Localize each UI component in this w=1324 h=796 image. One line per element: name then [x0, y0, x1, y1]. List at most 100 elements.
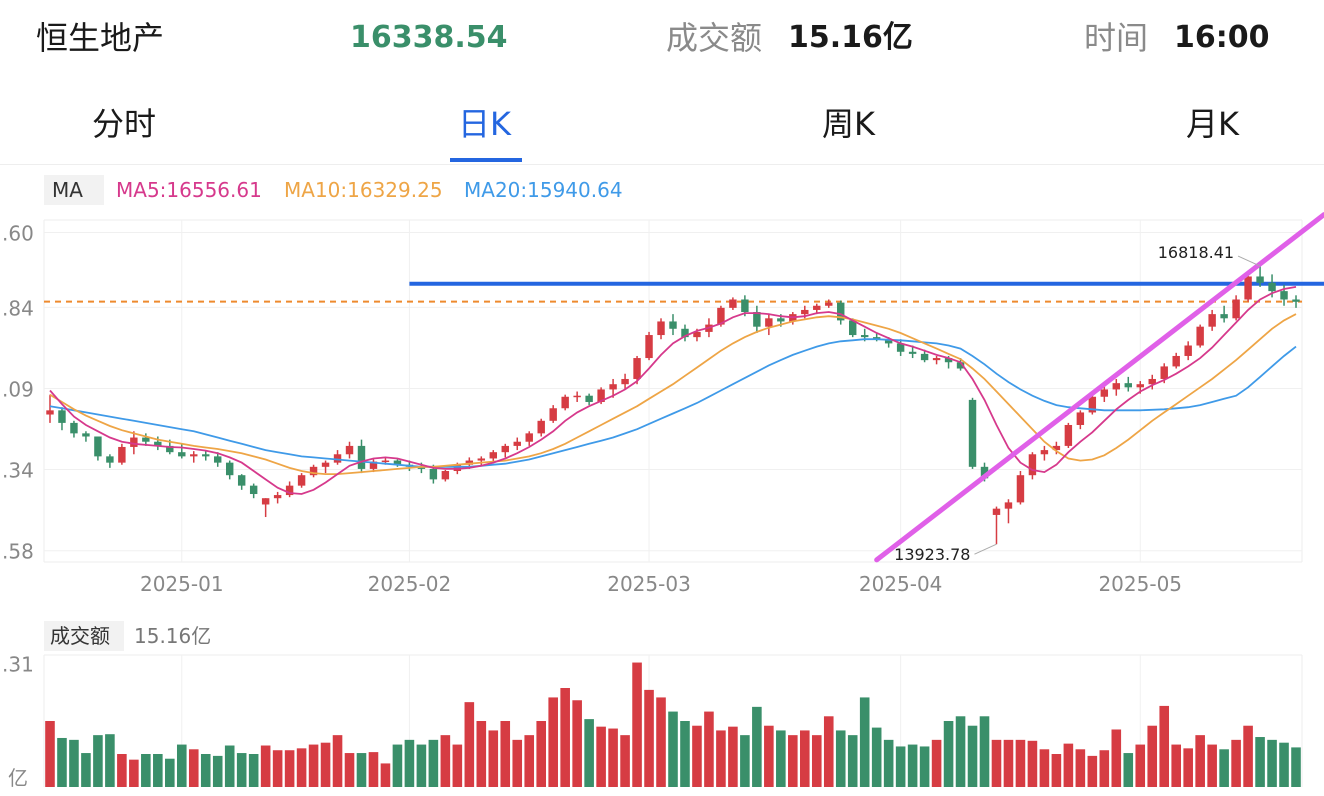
candle-body: [130, 437, 138, 447]
volume-bar: [608, 728, 618, 787]
kline-chart[interactable]: MA MA5:16556.61 MA10:16329.25 MA20:15940…: [0, 165, 1324, 796]
candle-body: [609, 384, 617, 390]
volume-bar: [356, 753, 367, 787]
candle-body: [561, 396, 569, 409]
candle-body: [297, 475, 306, 486]
y-tick-label: .09: [2, 377, 34, 401]
candle-body: [453, 464, 462, 472]
volume-bar: [1147, 725, 1158, 787]
level-lines: [44, 281, 1324, 303]
volume-bar: [644, 689, 654, 787]
volume-bar: [704, 711, 714, 787]
x-tick-label: 2025-05: [1098, 572, 1182, 596]
volume-bar: [584, 719, 594, 787]
candle-body: [285, 485, 294, 496]
volume-bar: [799, 730, 810, 787]
candle-body: [46, 410, 54, 415]
candle-body: [465, 460, 474, 465]
support-trendline: [874, 212, 1324, 563]
low-pointer: [974, 543, 997, 555]
candle-body: [142, 437, 150, 442]
tab-intraday[interactable]: 分时: [92, 105, 157, 143]
volume-bar: [620, 735, 630, 787]
volume-bar: [788, 735, 798, 787]
volume-bar: [57, 737, 67, 787]
volume-bar: [752, 706, 762, 787]
candle-body: [1088, 396, 1097, 413]
tab-daily-k[interactable]: 日K: [458, 105, 511, 143]
x-tick-label: 2025-03: [607, 572, 691, 596]
candle-body: [681, 328, 689, 338]
volume-bar: [632, 662, 642, 787]
volume-bar: [1255, 737, 1265, 787]
time-label: 时间: [1084, 19, 1149, 57]
ma-legend-box: [44, 175, 104, 205]
ma10-line: [49, 313, 1297, 476]
volume-bar: [1171, 744, 1181, 787]
candle-body: [501, 445, 509, 453]
volume-bar: [716, 730, 726, 787]
candle-body: [1184, 345, 1192, 356]
candle-body: [118, 446, 126, 463]
tab-weekly-k[interactable]: 周K: [822, 105, 875, 143]
ma20-legend: MA20:15940.64: [464, 178, 623, 202]
volume-bar: [1279, 742, 1289, 787]
ma-legend-label: MA: [52, 178, 83, 202]
volume-bar: [320, 742, 331, 787]
candle-body: [237, 475, 246, 486]
candle-body: [178, 452, 186, 457]
candle-body: [669, 321, 677, 329]
volume-bar: [512, 739, 523, 787]
volume-bar: [428, 739, 439, 787]
candle-body: [944, 358, 953, 363]
candle-body: [537, 420, 545, 434]
volume-bar: [153, 754, 163, 787]
volume-bar: [1231, 739, 1241, 787]
candle-body: [633, 358, 641, 379]
volume-bar: [440, 735, 451, 787]
index-price: 16338.54: [350, 20, 508, 55]
candle-body: [1100, 389, 1109, 397]
candle-body: [1016, 475, 1025, 503]
candle-body: [345, 445, 354, 455]
date-axis: 2025-01 2025-02 2025-03 2025-04 2025-05: [140, 572, 1182, 596]
candle-body: [1208, 314, 1216, 327]
ma5-legend: MA5:16556.61: [116, 178, 262, 202]
candle-body: [729, 299, 737, 308]
volume-bar: [1063, 743, 1074, 787]
candle-body: [693, 331, 701, 338]
volume-bar: [368, 752, 379, 787]
volume-bar: [1027, 740, 1038, 787]
candle-body: [849, 320, 857, 336]
volume-bar: [416, 744, 427, 787]
y-tick-label: .60: [2, 222, 34, 246]
volume-bar: [1183, 748, 1193, 787]
candle-body: [309, 466, 318, 476]
volume-bar: [919, 746, 930, 787]
volume-bar: [476, 721, 487, 787]
volume-bar: [392, 744, 403, 787]
candle-body: [549, 408, 557, 421]
volume-bar: [1291, 747, 1301, 787]
volume-bar: [332, 735, 343, 787]
candle-body: [489, 452, 497, 459]
candle-body: [1004, 502, 1013, 509]
volume-bar: [1015, 739, 1026, 787]
candle-body: [1232, 299, 1240, 319]
candle-body: [1256, 276, 1264, 283]
volume-bar: [560, 688, 570, 787]
volume-axis: .31 亿: [2, 652, 34, 790]
candle-body: [777, 318, 785, 322]
volume-bar: [955, 716, 966, 787]
volume-bar: [165, 758, 175, 787]
volume-bar: [536, 721, 547, 787]
candle-body: [214, 456, 222, 463]
tab-monthly-k[interactable]: 月K: [1186, 105, 1239, 143]
price-axis: .60 .84 .09 .34 .58: [2, 222, 34, 564]
volume-bar: [404, 739, 415, 787]
candle-body: [1220, 314, 1228, 319]
volume-bar: [93, 735, 103, 787]
candle-body: [1280, 291, 1288, 300]
volume-bar: [212, 755, 223, 787]
candle-body: [321, 462, 330, 467]
